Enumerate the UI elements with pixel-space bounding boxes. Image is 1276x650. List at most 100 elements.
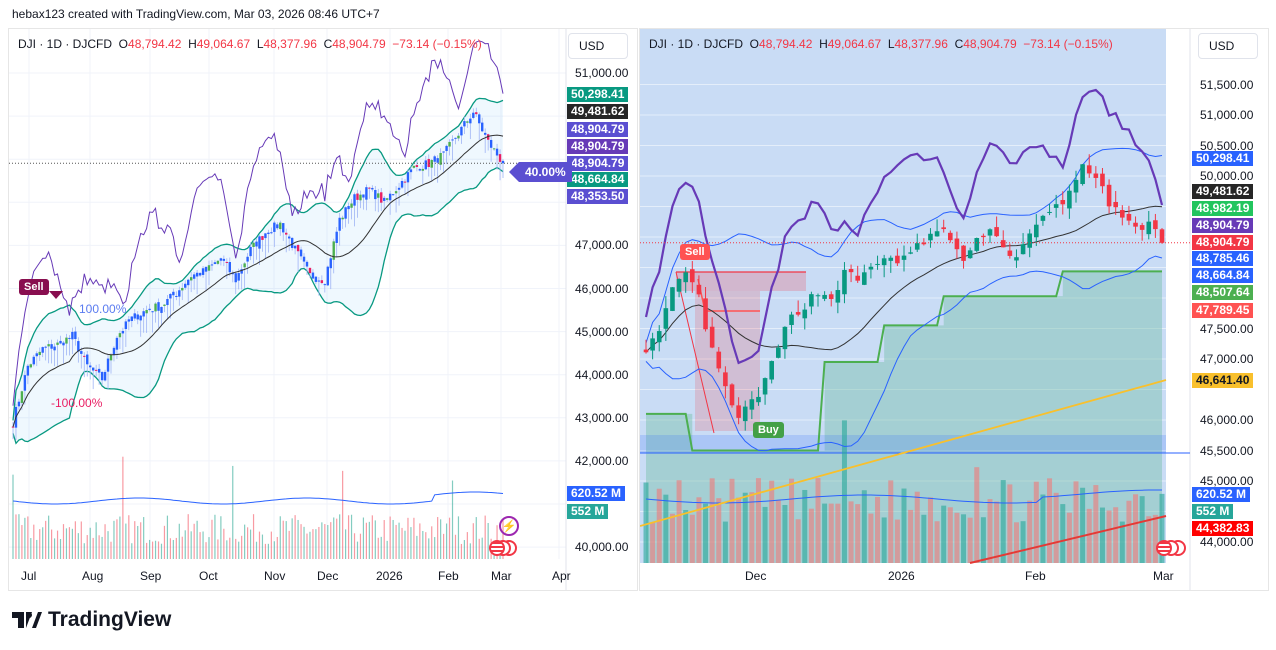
volume-bar [1133,494,1139,563]
candle-body [782,326,788,350]
bollinger-upper-line [12,97,504,421]
bollinger-basis-line [645,205,1163,353]
volume-bar [229,537,231,559]
right-chart-canvas[interactable] [640,29,1269,591]
volume-bar [350,514,353,559]
volume-bar [1033,481,1039,563]
candle-body [151,311,154,313]
volume-bar [71,528,73,559]
time-tick: Sep [140,569,162,583]
candle-body [489,139,493,148]
volume-bar [21,525,23,559]
candle-body [385,198,389,200]
volume-bar [80,521,82,559]
lightning-event-icon[interactable]: ⚡ [499,516,519,536]
volume-bar [808,508,814,563]
sell-trend-line [675,271,715,434]
candle-body [421,168,425,171]
candle-body [921,242,927,245]
volume-bar [696,497,702,563]
candle-body [908,252,913,254]
candle-body [448,141,451,147]
volume-bar [220,516,222,559]
volume-bar [249,529,252,559]
candle-body [475,112,478,115]
symbol-name: DJI · 1D · DJCFD [18,37,112,51]
candle-body [29,364,33,368]
volume-bar [264,543,267,559]
volume-bar [795,519,801,563]
candle-body [412,165,416,168]
price-tick: 44,000.00 [575,367,629,382]
candle-body [1093,173,1099,178]
candle-body [501,160,505,164]
volume-bar [110,541,112,559]
candle-body [118,333,122,338]
price-badge: 48,785.46 [1192,251,1254,266]
price-badge: 50,298.41 [567,87,629,102]
volume-bar [68,527,71,559]
volume-bar [140,522,142,559]
volume-bar [789,478,795,563]
candle-body [68,337,71,339]
candle-body [290,237,294,248]
volume-bar [247,527,249,559]
volume-bar [1060,504,1066,563]
candle-body [38,351,41,356]
volume-bar [163,525,166,559]
tradingview-logo[interactable]: TradingView [12,608,171,632]
us-flag-event-icons[interactable] [489,540,523,556]
logo-text: TradingView [48,608,172,631]
volume-bar [437,517,439,559]
volume-bar [822,503,828,563]
volume-bar [1040,494,1046,563]
candle-body [934,231,940,237]
candle-body [231,273,234,275]
currency-button[interactable]: USD [1198,33,1258,59]
volume-bar [383,520,385,559]
volume-bar [901,488,907,563]
volume-bar [172,539,174,559]
volume-bar [1119,521,1125,563]
price-badge: 50,298.41 [1192,151,1254,166]
volume-bar [736,497,742,563]
candle-body [430,160,433,168]
candle-body [59,340,62,344]
candle-body [424,160,427,170]
volume-bar [475,517,477,559]
volume-bar [443,533,445,559]
candle-body [974,238,980,251]
candle-body [362,194,365,198]
volume-bar [954,512,960,563]
volume-bar [428,538,430,559]
volume-bar [914,491,920,563]
candle-body [192,274,196,279]
price-badge: 49,481.62 [1192,184,1254,199]
candle-body [323,284,327,286]
currency-button[interactable]: USD [568,33,628,59]
us-flag-event-icons[interactable] [1156,540,1190,556]
volume-bar [336,518,338,559]
right-chart-panel[interactable]: DJI · 1D · DJCFD O48,794.42 H49,064.67 L… [639,28,1269,591]
price-badge: 48,904.79 [567,156,629,171]
candle-body [683,272,688,283]
volume-bar [39,529,41,559]
candle-body [690,269,695,283]
price-badge: 552 M [567,504,609,519]
candle-body [86,354,89,365]
candle-body [47,344,50,347]
price-tick: 47,000.00 [1200,352,1254,366]
candle-body [145,309,148,314]
volume-bar [703,503,709,563]
volume-bar [178,523,180,559]
volume-bar [974,467,980,563]
price-tick: 47,000.00 [575,238,629,253]
candle-body [862,272,867,285]
candle-body [112,347,116,356]
volume-bar [1152,514,1158,563]
price-badge: 47,789.45 [1192,303,1254,318]
candle-body [895,255,900,264]
candle-body [457,135,460,139]
volume-bar [451,480,454,559]
left-chart-panel[interactable]: DJI · 1D · DJCFD O48,794.42 H49,064.67 L… [8,28,638,591]
